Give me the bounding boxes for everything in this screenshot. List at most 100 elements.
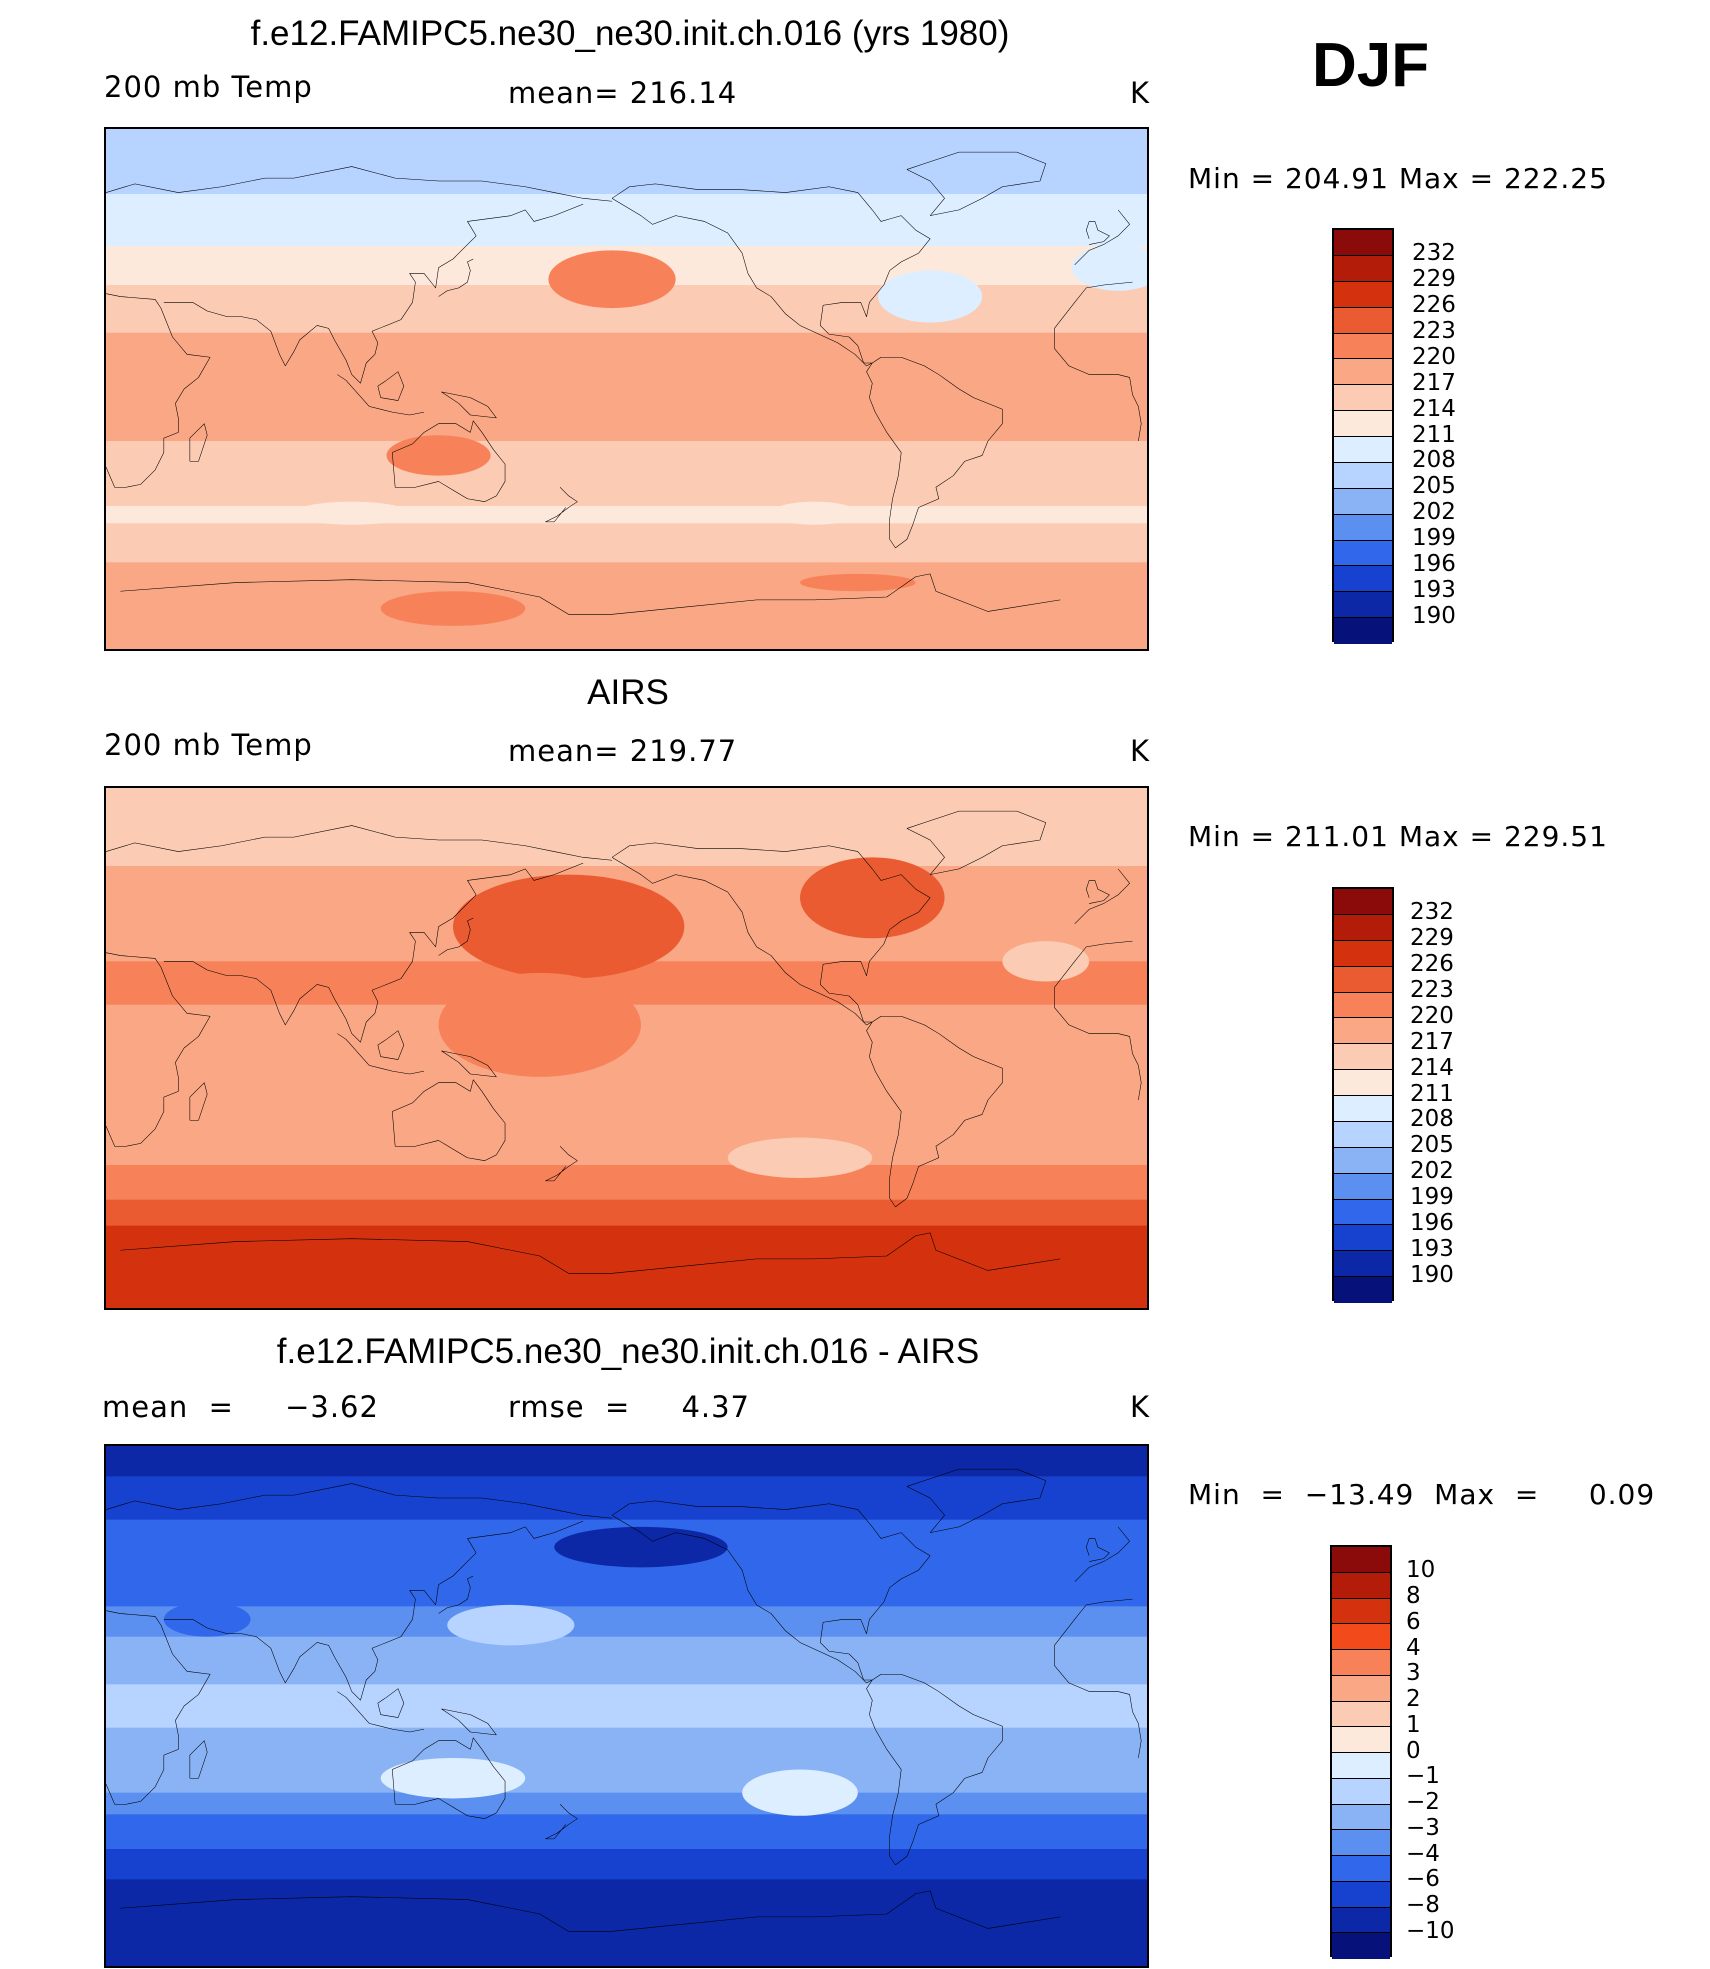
- field-band: [106, 1719, 1147, 1724]
- colorbar-tick-label: 8: [1406, 1583, 1421, 1609]
- field-band: [106, 133, 1147, 139]
- colorbar-cell: [1334, 940, 1392, 967]
- field-band: [106, 432, 1147, 438]
- colorbar-tick-label: 193: [1412, 576, 1456, 603]
- field-band: [106, 215, 1147, 221]
- coastline: [190, 424, 207, 462]
- field-band: [106, 493, 1147, 498]
- colorbar-cell: [1334, 307, 1392, 334]
- field-anomaly: [380, 1758, 526, 1799]
- colorbar-tick-label: 196: [1412, 550, 1456, 577]
- colorbar-cell: [1334, 992, 1392, 1019]
- coastline: [164, 863, 583, 1042]
- field-band: [106, 246, 1147, 251]
- field-band: [106, 640, 1147, 646]
- panel-2-colorbar-ticks: 232 229 226 223 220 217 214 211 208 205 202 199 196 1…: [1410, 887, 1490, 1301]
- field-band: [106, 1282, 1147, 1287]
- colorbar-tick-label: 4: [1406, 1634, 1421, 1661]
- colorbar-tick-label: 232: [1412, 240, 1456, 267]
- field-anomaly: [548, 250, 676, 309]
- field-band: [106, 1567, 1147, 1573]
- field-band: [106, 970, 1147, 975]
- field-band: [106, 202, 1147, 208]
- field-band: [106, 1914, 1147, 1919]
- field-band: [106, 1511, 1147, 1516]
- field-band: [106, 1100, 1147, 1105]
- field-band: [106, 1948, 1147, 1954]
- field-band: [106, 1918, 1147, 1924]
- field-band: [106, 1467, 1147, 1473]
- field-band: [106, 237, 1147, 243]
- colorbar-cell: [1334, 1199, 1392, 1226]
- field-band: [106, 1736, 1147, 1742]
- field-band: [106, 410, 1147, 416]
- field-band: [106, 1792, 1147, 1798]
- coastline: [546, 1804, 578, 1839]
- field-band: [106, 1788, 1147, 1794]
- colorbar-tick-label: 226: [1412, 292, 1456, 319]
- colorbar-cell: [1332, 1650, 1390, 1676]
- panel-2-min-max: Min = 211.01 Max = 229.51: [1188, 820, 1608, 853]
- field-anomaly: [293, 501, 410, 525]
- colorbar-cell: [1334, 514, 1392, 541]
- field-band: [106, 224, 1147, 230]
- field-band: [106, 1493, 1147, 1499]
- panel-3-units: K: [1130, 1390, 1151, 1424]
- field-band: [106, 1156, 1147, 1162]
- panel-2-title: AIRS: [587, 673, 669, 712]
- field-band: [106, 601, 1147, 607]
- field-band: [106, 575, 1147, 581]
- coastline: [378, 1689, 404, 1718]
- coastline: [190, 1741, 207, 1779]
- field-band: [106, 584, 1147, 589]
- colorbar-cell: [1334, 1096, 1392, 1122]
- field-band: [106, 844, 1147, 850]
- colorbar-cell: [1334, 566, 1392, 593]
- field-band: [106, 1879, 1147, 1885]
- panel-3-colorbar: [1330, 1545, 1392, 1959]
- colorbar-cell: [1332, 1624, 1390, 1650]
- panel-1-map-svg: [106, 129, 1147, 649]
- field-band: [106, 1654, 1147, 1659]
- coastline: [1086, 221, 1109, 244]
- field-band: [106, 1623, 1147, 1629]
- field-band: [106, 1857, 1147, 1863]
- field-band: [106, 618, 1147, 624]
- coastline: [1054, 1599, 1141, 1758]
- colorbar-cell: [1334, 359, 1392, 386]
- field-band: [106, 1732, 1147, 1737]
- field-band: [106, 211, 1147, 217]
- field-band: [106, 1078, 1147, 1084]
- colorbar-cell: [1334, 618, 1392, 644]
- field-band: [106, 1779, 1147, 1785]
- colorbar-cell: [1334, 914, 1392, 941]
- colorbar-tick-label: −10: [1406, 1917, 1455, 1944]
- coastline: [1086, 880, 1109, 903]
- field-band: [106, 1758, 1147, 1763]
- coastline: [1075, 869, 1130, 924]
- field-band: [106, 1684, 1147, 1690]
- colorbar-tick-label: 10: [1406, 1557, 1436, 1584]
- coastline: [439, 1576, 474, 1614]
- colorbar-tick-label: 223: [1410, 977, 1454, 1003]
- colorbar-tick-label: −3: [1406, 1814, 1440, 1841]
- field-band: [106, 1706, 1147, 1711]
- colorbar-tick-label: −1: [1406, 1763, 1440, 1790]
- field-band: [106, 1238, 1147, 1244]
- colorbar-tick-label: 202: [1410, 1158, 1454, 1185]
- coastline: [392, 421, 505, 502]
- field-band: [106, 553, 1147, 559]
- panel-2-units: K: [1130, 734, 1151, 768]
- field-band: [106, 1277, 1147, 1283]
- field-band: [106, 874, 1147, 880]
- coastline: [378, 372, 404, 401]
- panel-1-map: [104, 127, 1149, 651]
- field-band: [106, 449, 1147, 455]
- colorbar-cell: [1334, 1277, 1392, 1303]
- field-band: [106, 605, 1147, 611]
- panel-1-units: K: [1130, 76, 1151, 110]
- coastline: [106, 294, 210, 488]
- colorbar-tick-label: 217: [1412, 369, 1456, 396]
- field-band: [106, 1295, 1147, 1300]
- field-band: [106, 814, 1147, 819]
